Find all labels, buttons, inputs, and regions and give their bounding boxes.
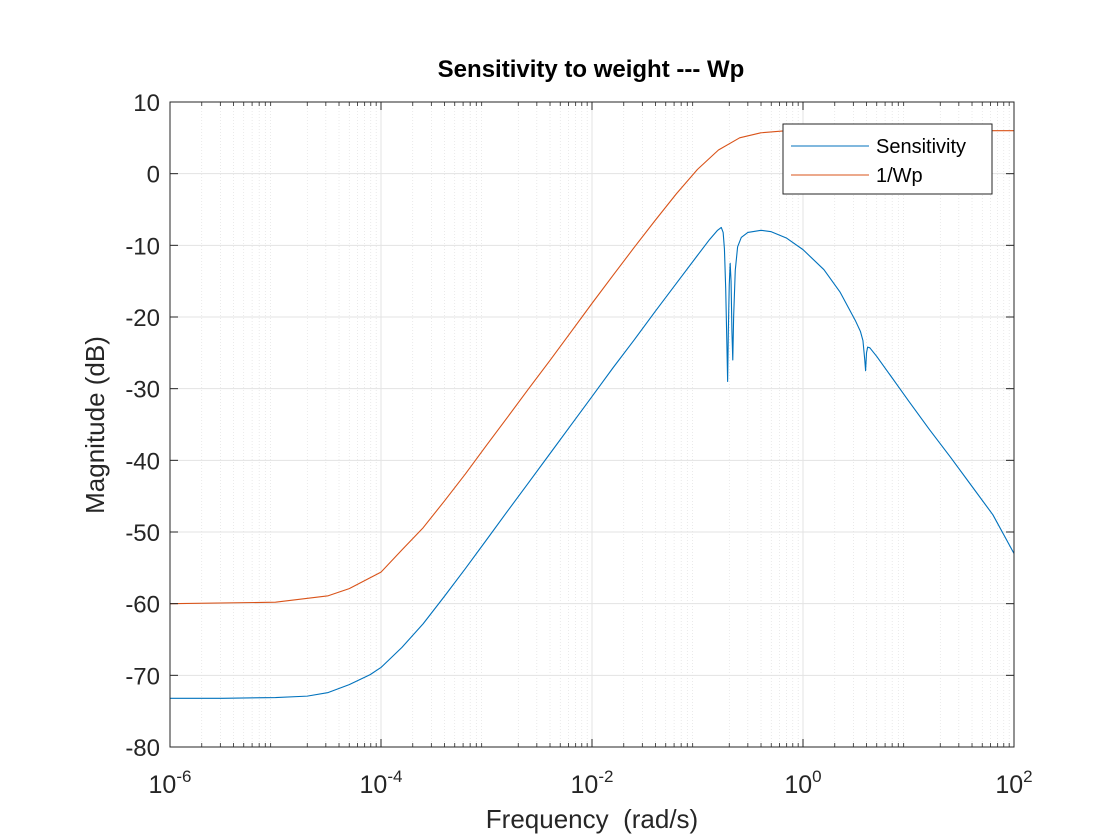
x-tick-base: 10: [995, 771, 1023, 799]
x-tick-label: 10-6: [149, 767, 192, 799]
legend-label-1-wp: 1/Wp: [876, 165, 923, 187]
chart-title: Sensitivity to weight --- Wp: [438, 56, 745, 83]
x-tick-label: 10-4: [360, 767, 403, 799]
x-axis-label: Frequency (rad/s): [486, 804, 698, 834]
tick-marks: [169, 101, 1015, 748]
y-tick-label: -80: [125, 735, 160, 762]
x-tick-label: 102: [995, 767, 1032, 799]
minor-grid: [201, 102, 1010, 747]
y-tick-label: 0: [147, 162, 160, 189]
y-tick-label: -40: [125, 448, 160, 475]
x-tick-base: 10: [149, 771, 177, 799]
y-tick-label: -20: [125, 305, 160, 332]
x-tick-exponent: 0: [812, 767, 821, 786]
x-tick-exponent: -2: [598, 767, 613, 786]
y-tick-label: -30: [125, 377, 160, 404]
x-tick-exponent: -4: [387, 767, 402, 786]
y-tick-labels: 10 0 -10 -20 -30 -40 -50 -60 -70 -80: [125, 90, 160, 762]
legend: Sensitivity 1/Wp: [782, 123, 993, 195]
series-line-sensitivity: [170, 226, 1015, 699]
y-axis-label: Magnitude (dB): [80, 336, 110, 514]
y-tick-label: 10: [133, 90, 160, 117]
y-tick-label: -60: [125, 592, 160, 619]
x-tick-exponent: -6: [176, 767, 191, 786]
x-tick-label: 100: [784, 767, 821, 799]
y-tick-label: -70: [125, 663, 160, 690]
x-tick-label: 10-2: [571, 767, 614, 799]
legend-label-sensitivity: Sensitivity: [876, 136, 966, 158]
y-tick-label: -50: [125, 520, 160, 547]
x-tick-base: 10: [571, 771, 599, 799]
y-tick-label: -10: [125, 233, 160, 260]
x-tick-base: 10: [784, 771, 812, 799]
x-tick-labels: 10-6 10-4 10-2 100 102: [149, 767, 1033, 799]
x-tick-exponent: 2: [1023, 767, 1032, 786]
series-layer: [169, 130, 1015, 699]
x-tick-base: 10: [360, 771, 388, 799]
series-line-1-wp: [169, 130, 1014, 605]
legend-box: [782, 123, 993, 195]
